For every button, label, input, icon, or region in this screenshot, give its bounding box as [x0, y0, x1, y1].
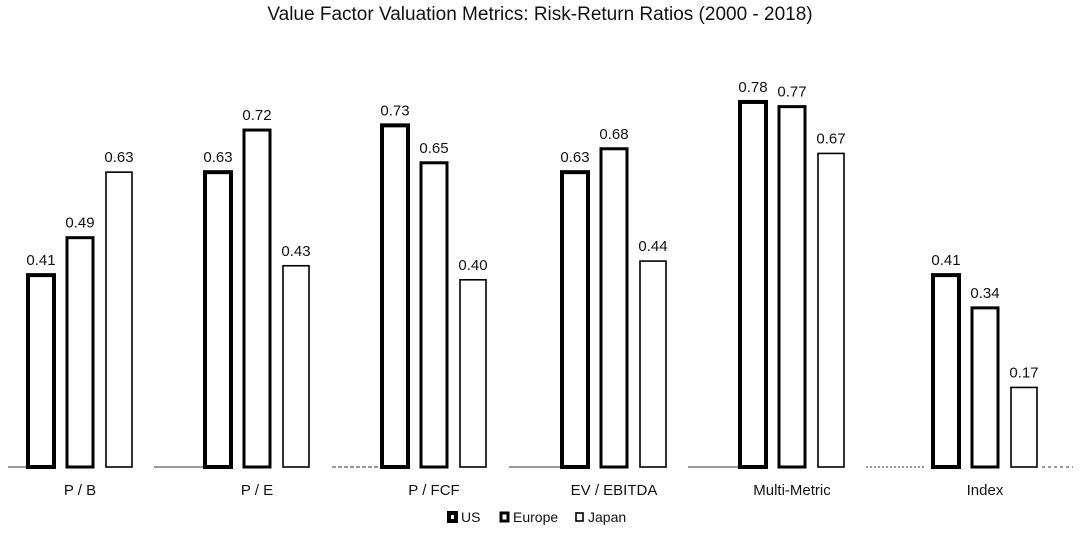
data-label: 0.63: [560, 149, 589, 166]
category-label: Multi-Metric: [753, 482, 831, 499]
legend-swatch-europe: [499, 511, 510, 523]
category-labels-group: P / B P / E P / FCF EV / EBITDA Multi-Metric…: [64, 482, 1004, 499]
bar-japan: [459, 278, 487, 468]
category-label: EV / EBITDA: [571, 482, 658, 499]
bar-japan: [105, 171, 133, 468]
legend: US Europe Japan: [447, 509, 626, 525]
bar-us: [560, 170, 590, 469]
legend-label-japan: Japan: [588, 509, 626, 525]
bar-europe: [242, 128, 272, 469]
data-label: 0.17: [1009, 364, 1038, 381]
bar-europe: [970, 306, 1000, 469]
data-label: 0.73: [380, 102, 409, 119]
chart-title: Value Factor Valuation Metrics: Risk-Ret…: [267, 4, 812, 25]
data-label: 0.40: [458, 257, 487, 274]
bar-europe: [777, 105, 807, 469]
bar-japan: [817, 152, 845, 468]
data-label: 0.41: [931, 252, 960, 269]
legend-label-europe: Europe: [513, 509, 558, 525]
data-labels-group: 0.41 0.49 0.63 0.63 0.72 0.43 0.73 0.65 0.40 0.63…: [26, 79, 1038, 381]
bar-europe: [419, 161, 449, 469]
data-label: 0.67: [816, 130, 845, 147]
data-label: 0.68: [599, 126, 628, 143]
bar-us: [203, 170, 233, 469]
data-label: 0.49: [65, 215, 94, 232]
bar-us: [380, 123, 410, 470]
bars-group: [26, 99, 1038, 470]
category-label: P / B: [64, 482, 96, 499]
data-label: 0.72: [242, 107, 271, 124]
bar-japan: [282, 264, 310, 468]
category-label: Index: [967, 482, 1004, 499]
data-label: 0.63: [203, 149, 232, 166]
category-label: P / E: [241, 482, 273, 499]
bar-europe: [65, 236, 95, 469]
bar-us: [26, 273, 56, 469]
data-label: 0.65: [419, 140, 448, 157]
data-label: 0.43: [281, 243, 310, 260]
legend-label-us: US: [461, 509, 480, 525]
data-label: 0.63: [104, 149, 133, 166]
data-label: 0.41: [26, 252, 55, 269]
data-label: 0.34: [970, 285, 999, 302]
bar-us: [738, 99, 768, 470]
legend-swatch-us: [447, 511, 458, 523]
legend-swatch-japan: [575, 512, 584, 522]
bar-europe: [599, 147, 629, 469]
data-label: 0.78: [738, 79, 767, 96]
bar-japan: [639, 260, 667, 468]
data-label: 0.77: [777, 84, 806, 101]
data-label: 0.44: [638, 238, 667, 255]
bar-japan: [1010, 386, 1038, 468]
category-label: P / FCF: [408, 482, 459, 499]
bar-us: [931, 273, 961, 469]
